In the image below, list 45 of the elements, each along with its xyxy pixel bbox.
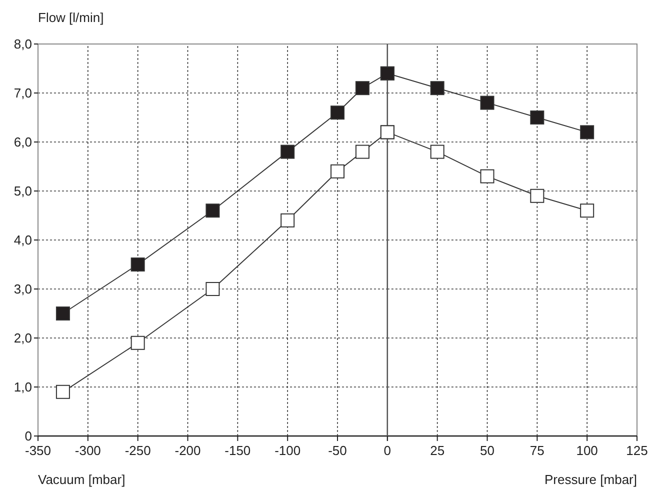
x-tick-label: 0 — [384, 443, 392, 458]
point — [580, 204, 594, 218]
point — [280, 213, 295, 228]
x-tick-label: 75 — [530, 443, 544, 458]
point — [530, 188, 544, 203]
point — [355, 144, 370, 159]
point — [206, 282, 220, 296]
point — [206, 204, 220, 218]
x-tick-label: -150 — [224, 443, 251, 458]
x-axis-title: Pressure [mbar] — [544, 472, 637, 487]
point — [56, 306, 70, 320]
point — [530, 110, 544, 124]
x-tick-label: 50 — [480, 443, 494, 458]
y-tick-label: 8,0 — [14, 36, 32, 52]
x-tick-label: -250 — [124, 443, 151, 458]
x-tick-label: -50 — [328, 443, 347, 458]
y-tick-label: 7,0 — [14, 86, 32, 100]
point — [480, 96, 494, 110]
y-tick-label: 4,0 — [14, 232, 32, 248]
point — [355, 81, 370, 96]
point — [480, 169, 494, 184]
point — [330, 164, 344, 178]
point — [280, 144, 295, 159]
x-tick-label: -200 — [174, 443, 201, 458]
point — [130, 336, 145, 350]
x-tick-label: -350 — [24, 443, 52, 458]
x-tick-label: 25 — [430, 443, 445, 458]
x-tick-label: -100 — [274, 443, 301, 458]
point — [430, 81, 444, 96]
y-tick-label: 0 — [24, 428, 32, 444]
y-tick-label: 2,0 — [14, 330, 32, 346]
y-tick-label: 6,0 — [14, 134, 32, 150]
point — [130, 258, 145, 272]
y-tick-label: 5,0 — [14, 184, 32, 198]
y-tick-label: 1,0 — [14, 380, 32, 394]
y-axis-title: Flow [l/min] — [38, 10, 104, 25]
x-axis-title: Vacuum [mbar] — [38, 472, 126, 487]
x-tick-label: -300 — [74, 443, 101, 458]
y-tick-label: 3,0 — [14, 282, 32, 296]
point — [430, 144, 444, 159]
point — [330, 106, 344, 120]
x-tick-label: 100 — [576, 443, 598, 458]
point — [56, 384, 70, 399]
x-tick-label: 125 — [626, 443, 648, 458]
point — [580, 125, 594, 140]
